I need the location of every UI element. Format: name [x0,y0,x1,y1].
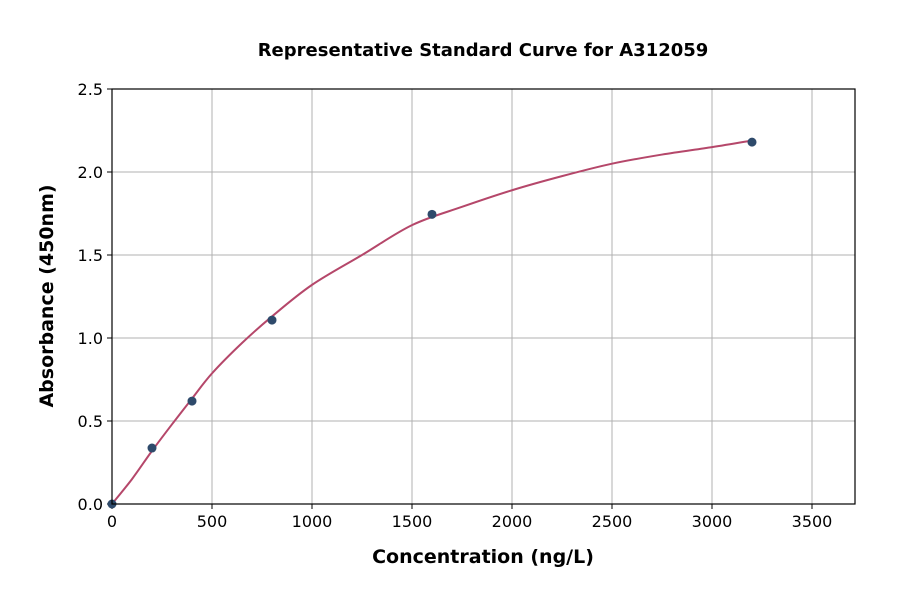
y-tick-label: 2.0 [78,163,103,182]
x-tick-label: 1500 [392,512,433,531]
grid [111,88,855,505]
y-tick-label: 0.0 [78,495,103,514]
x-tick-label: 0 [107,512,117,531]
data-point [147,443,157,453]
y-tick-label: 2.5 [78,80,103,99]
y-axis-label: Absorbance (450nm) [36,184,58,407]
y-tick-label: 1.5 [78,246,103,265]
x-tick-label: 500 [197,512,228,531]
x-axis-label: Concentration (ng/L) [372,546,594,568]
x-tick-label: 3500 [792,512,833,531]
y-axis-ticks: 0.0 0.5 1.0 1.5 2.0 2.5 [78,80,112,514]
y-tick-label: 1.0 [78,329,103,348]
data-point [267,315,277,325]
data-points [107,137,757,509]
x-tick-label: 2000 [492,512,533,531]
x-tick-label: 1000 [292,512,333,531]
x-axis-ticks: 0 500 1000 1500 2000 2500 3000 3500 [107,504,832,531]
x-tick-label: 2500 [592,512,633,531]
data-point [427,209,437,219]
plot-frame [111,88,856,505]
x-tick-label: 3000 [692,512,733,531]
data-point [747,137,757,147]
y-tick-label: 0.5 [78,412,103,431]
data-point [187,396,197,406]
fit-curve [111,139,753,505]
chart-title: Representative Standard Curve for A31205… [258,40,709,61]
